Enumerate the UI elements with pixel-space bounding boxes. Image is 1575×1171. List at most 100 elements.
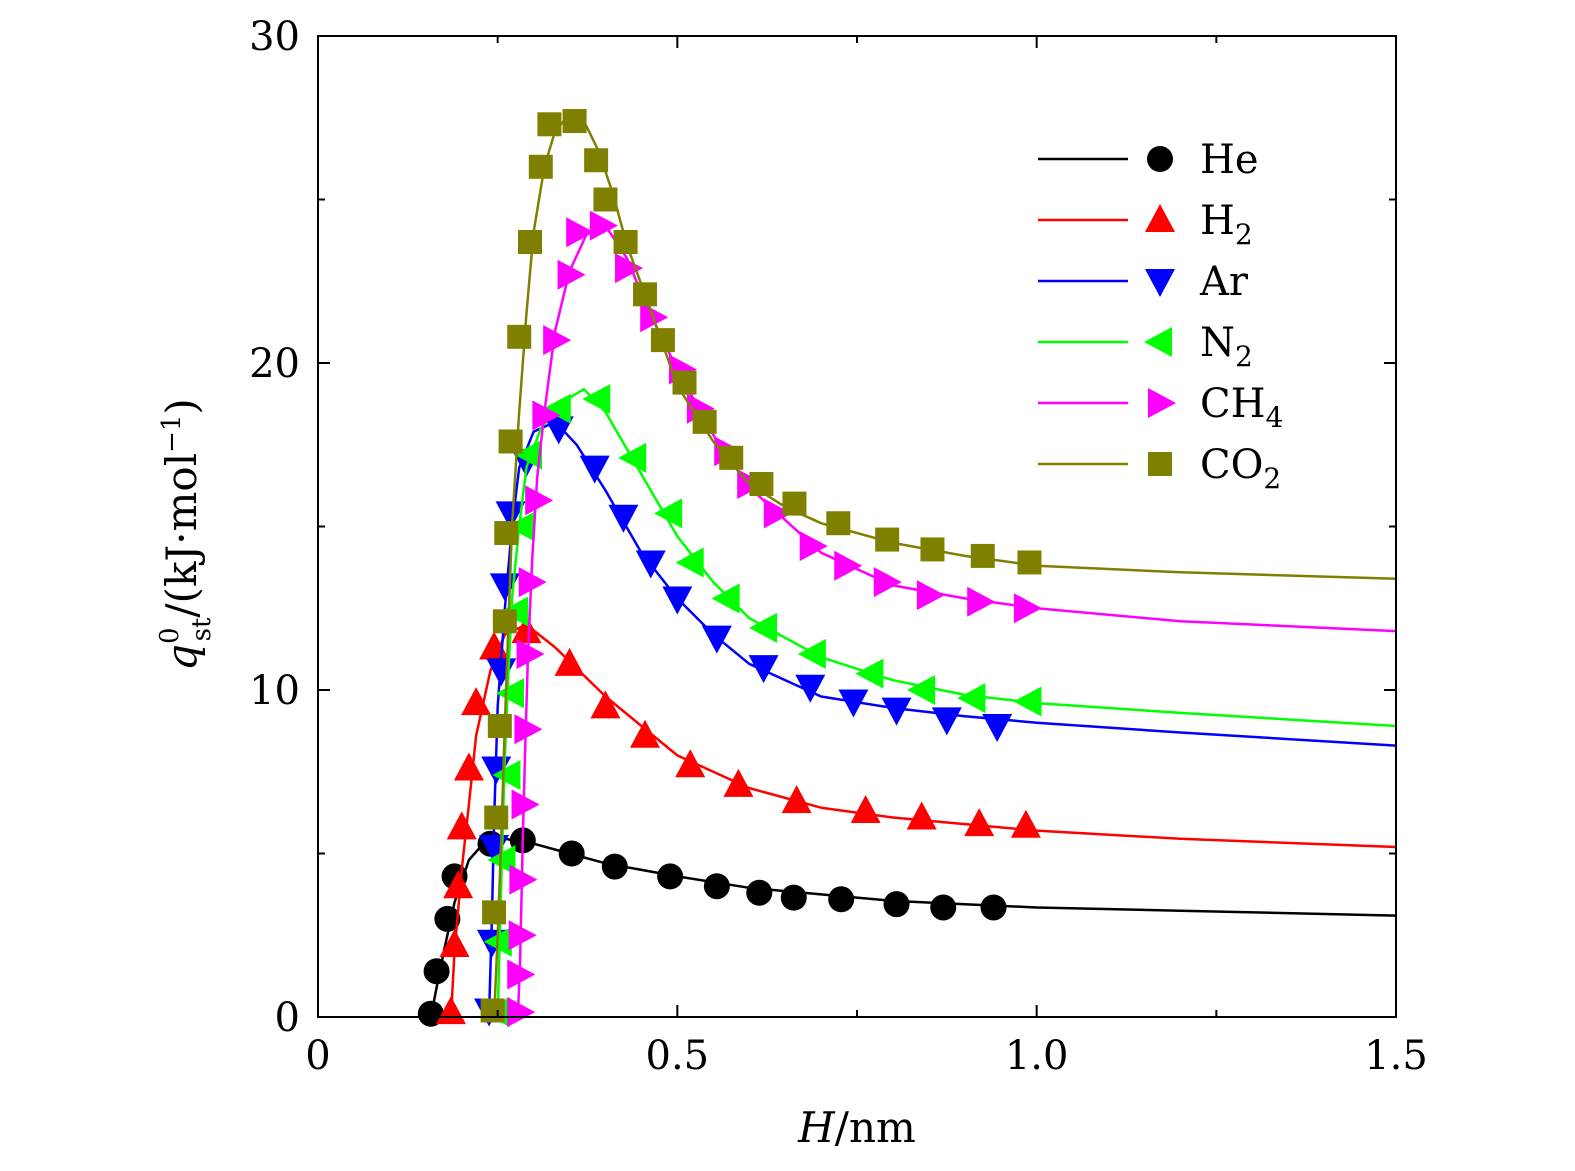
series-he: [417, 827, 1397, 1027]
data-point-h2: [511, 615, 542, 644]
data-point-ch4: [967, 586, 996, 617]
data-point-he: [980, 894, 1007, 921]
data-point-co2: [692, 409, 717, 434]
data-point-n2: [514, 439, 543, 470]
data-point-co2: [650, 328, 675, 353]
legend-item-ch4: CH4: [1038, 381, 1283, 434]
legend-label: H2: [1200, 198, 1253, 251]
y-tick-label: 30: [249, 14, 300, 60]
data-point-he: [780, 884, 807, 911]
data-point-n2: [907, 675, 936, 705]
data-point-n2: [542, 393, 571, 424]
data-point-co2: [782, 491, 807, 516]
data-point-n2: [957, 683, 986, 714]
data-point-he: [703, 873, 730, 900]
data-point-co2: [492, 609, 517, 634]
data-point-co2: [484, 805, 509, 830]
legend-label: CH4: [1200, 381, 1283, 434]
data-point-n2: [675, 547, 704, 578]
legend-label: CO2: [1200, 442, 1281, 495]
data-point-co2: [562, 109, 587, 134]
data-point-n2: [582, 383, 611, 414]
series-h2: [435, 615, 1397, 1025]
data-point-n2: [749, 612, 778, 643]
data-point-n2: [855, 658, 884, 689]
data-point-co2: [498, 429, 523, 454]
data-point-co2: [826, 511, 851, 536]
data-point-ar: [608, 504, 639, 533]
data-point-n2: [618, 442, 647, 473]
y-tick-label: 0: [275, 995, 300, 1041]
data-point-h2: [439, 929, 470, 958]
legend-marker-n2: [1144, 327, 1172, 357]
legend-label: N2: [1200, 320, 1253, 373]
series-ch4: [507, 210, 1397, 1028]
data-point-co2: [487, 713, 512, 738]
data-point-ch4: [834, 550, 863, 581]
data-point-he: [558, 840, 585, 867]
data-point-ch4: [1013, 593, 1042, 624]
data-point-n2: [797, 639, 826, 670]
data-point-ch4: [532, 400, 561, 431]
series-n2: [481, 383, 1397, 1028]
data-point-he: [417, 1000, 444, 1027]
data-point-ch4: [615, 253, 644, 284]
data-point-co2: [970, 543, 995, 568]
data-point-co2: [518, 230, 543, 255]
data-point-ch4: [589, 210, 618, 241]
y-tick-label: 10: [249, 668, 300, 714]
data-point-h2: [629, 719, 660, 748]
x-tick-label: 0.5: [646, 1033, 710, 1079]
legend-label: He: [1200, 137, 1259, 183]
x-tick-label: 1.0: [1005, 1033, 1069, 1079]
data-point-h2: [453, 752, 484, 781]
data-point-co2: [482, 900, 507, 925]
data-point-ar: [748, 655, 779, 684]
data-point-co2: [528, 154, 553, 179]
data-point-co2: [584, 148, 609, 173]
data-point-he: [828, 886, 855, 913]
data-point-ar: [838, 689, 869, 718]
legend-marker-he: [1147, 146, 1173, 172]
data-point-co2: [920, 537, 945, 562]
data-point-ch4: [508, 920, 537, 951]
data-point-co2: [537, 112, 562, 137]
data-point-ch4: [566, 217, 595, 248]
legend-item-co2: CO2: [1038, 442, 1281, 495]
data-point-ch4: [799, 531, 828, 562]
data-point-ch4: [509, 864, 538, 895]
data-point-h2: [781, 785, 812, 814]
legend-item-he: He: [1038, 137, 1259, 183]
legend-marker-co2: [1148, 452, 1172, 476]
axis-layer: 0 0.5 1.0 1.5 0 10 20 30 H/nm q0st/(kJ·mol−1): [155, 14, 1428, 1152]
series-ar: [474, 416, 1397, 1027]
data-point-ch4: [763, 498, 792, 529]
data-point-ch4: [507, 959, 536, 990]
data-point-ar: [881, 697, 912, 726]
data-point-ar: [982, 713, 1013, 742]
data-point-co2: [719, 445, 744, 470]
data-point-he: [883, 891, 910, 918]
data-point-co2: [1017, 550, 1042, 575]
data-point-co2: [593, 187, 618, 212]
data-point-co2: [507, 324, 532, 349]
data-point-co2: [672, 370, 697, 395]
y-tick-label: 20: [249, 341, 300, 387]
data-point-ch4: [507, 997, 536, 1028]
data-point-ch4: [873, 567, 902, 598]
data-point-ar: [489, 573, 520, 602]
data-point-h2: [723, 768, 754, 797]
legend-item-h2: H2: [1038, 198, 1253, 251]
series-line-ch4: [516, 224, 1397, 1018]
data-point-h2: [906, 801, 937, 830]
y-axis-title: q0st/(kJ·mol−1): [155, 398, 217, 671]
data-point-he: [657, 863, 684, 890]
data-point-he: [423, 958, 450, 985]
legend-marker-ch4: [1148, 388, 1176, 418]
data-point-ar: [795, 674, 826, 703]
data-point-ch4: [516, 639, 545, 670]
data-point-n2: [711, 583, 740, 614]
plot-frame: [317, 35, 1397, 1018]
data-point-h2: [446, 811, 477, 840]
